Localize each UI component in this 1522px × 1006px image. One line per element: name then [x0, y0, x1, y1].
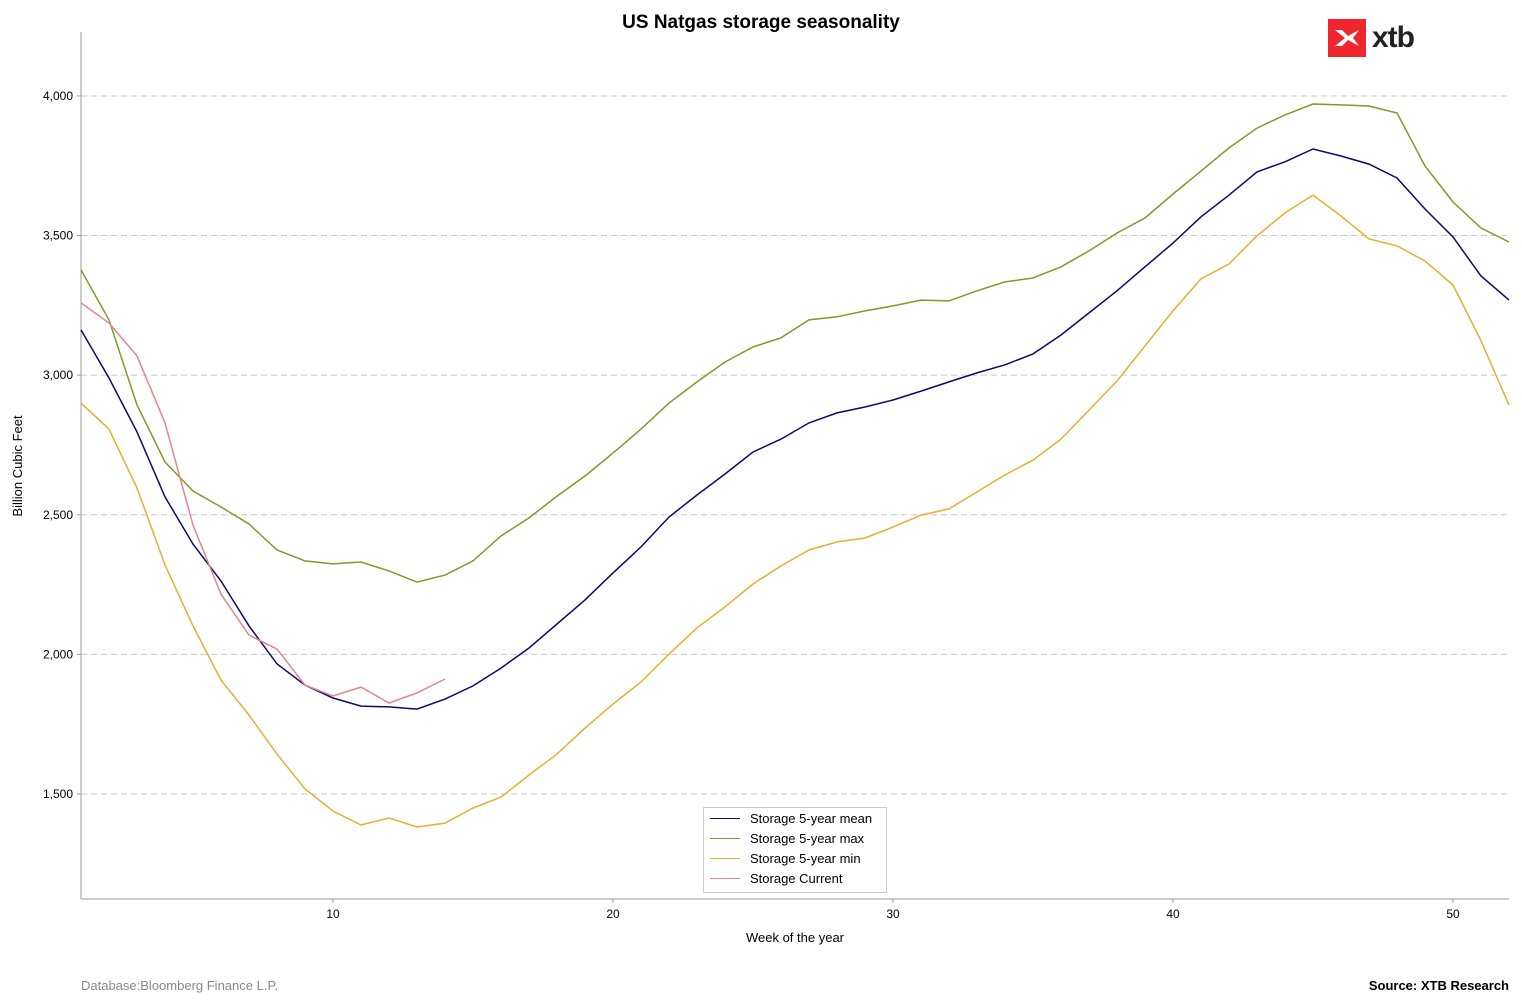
legend-item-mean: Storage 5-year mean [704, 808, 886, 828]
x-axis-label: Week of the year [746, 930, 845, 945]
legend-label: Storage Current [750, 870, 843, 886]
xtb-logo: xtb [1328, 19, 1415, 57]
legend-label: Storage 5-year min [750, 850, 861, 866]
x-tick-label: 40 [1166, 907, 1180, 921]
footer-source: Source: XTB Research [1368, 978, 1509, 993]
y-axis-label: Billion Cubic Feet [10, 415, 25, 517]
y-tick-label: 3,000 [43, 368, 73, 382]
x-tick-label: 30 [886, 907, 900, 921]
legend-item-max: Storage 5-year max [704, 828, 886, 848]
legend-label: Storage 5-year max [750, 830, 865, 846]
y-tick-label: 4,000 [43, 89, 73, 103]
legend-label: Storage 5-year mean [750, 810, 873, 826]
series-max-line [80, 103, 1510, 583]
y-tick-label: 3,500 [43, 229, 73, 243]
legend-item-current: Storage Current [704, 868, 886, 888]
xtb-logo-text: xtb [1372, 21, 1415, 54]
chart-title: US Natgas storage seasonality [622, 12, 900, 33]
series-mean-line [80, 148, 1510, 710]
series-current-line [80, 302, 446, 704]
footer-database: Database:Bloomberg Finance L.P. [81, 978, 279, 993]
xtb-x-icon [1328, 19, 1366, 57]
y-tick-label: 2,500 [43, 508, 73, 522]
x-tick-label: 50 [1446, 907, 1460, 921]
legend-item-min: Storage 5-year min [704, 848, 886, 868]
x-tick-label: 10 [326, 907, 340, 921]
y-tick-label: 1,500 [43, 787, 73, 801]
legend: Storage 5-year mean Storage 5-year max S… [703, 807, 887, 893]
y-tick-label: 2,000 [43, 647, 73, 661]
series-min-line [80, 194, 1510, 828]
x-tick-label: 20 [606, 907, 620, 921]
